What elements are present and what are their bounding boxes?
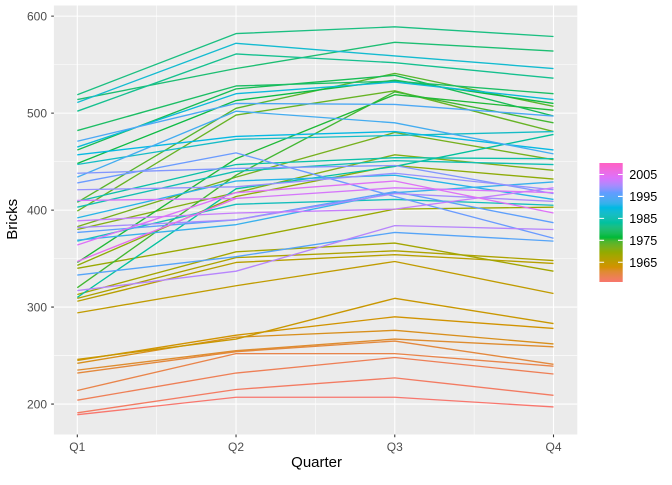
svg-text:600: 600	[27, 10, 47, 24]
svg-text:Q1: Q1	[69, 440, 85, 454]
svg-text:Q3: Q3	[387, 440, 403, 454]
svg-text:Q2: Q2	[228, 440, 244, 454]
svg-text:500: 500	[27, 106, 47, 120]
svg-text:1975: 1975	[629, 234, 657, 248]
svg-text:Quarter: Quarter	[291, 454, 342, 471]
svg-text:Q4: Q4	[545, 440, 561, 454]
svg-text:300: 300	[27, 300, 47, 314]
svg-text:1985: 1985	[629, 212, 657, 226]
svg-text:1995: 1995	[629, 190, 657, 204]
svg-text:Bricks: Bricks	[4, 199, 21, 240]
svg-text:400: 400	[27, 203, 47, 217]
svg-text:1965: 1965	[629, 256, 657, 270]
svg-text:2005: 2005	[629, 168, 657, 182]
svg-text:200: 200	[27, 397, 47, 411]
